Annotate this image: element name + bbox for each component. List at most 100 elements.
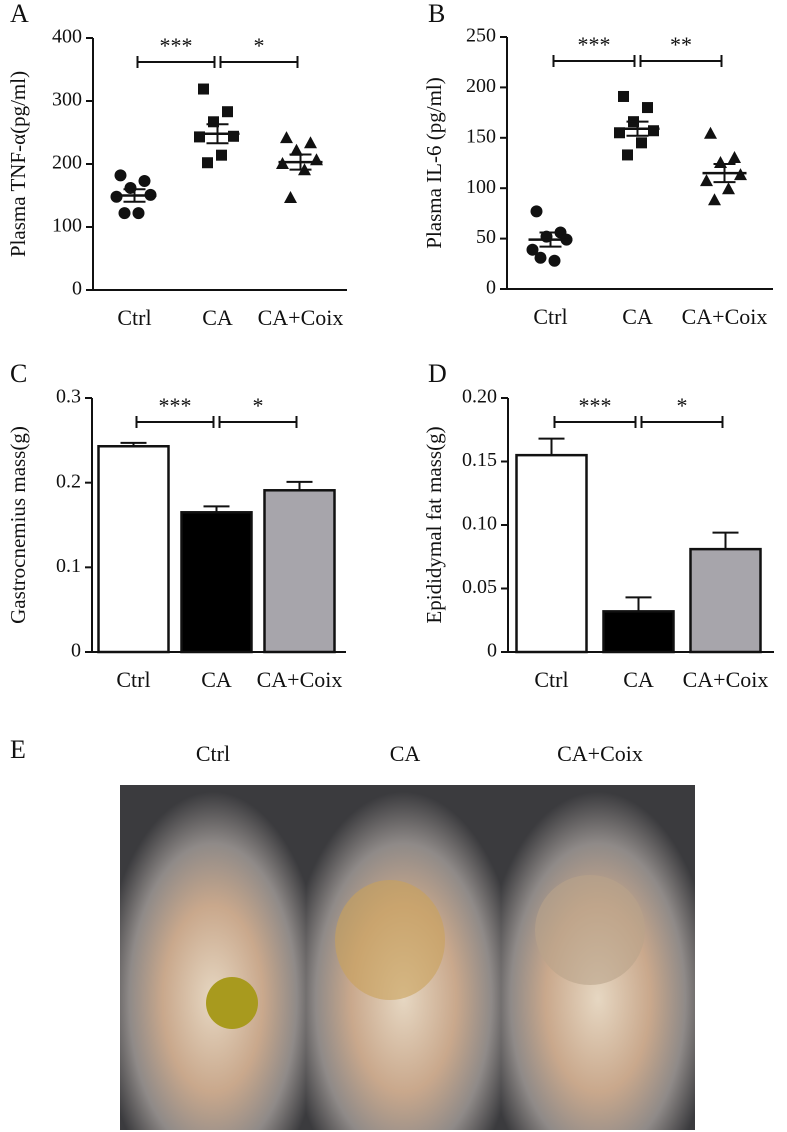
data-point <box>614 127 625 139</box>
data-point <box>708 193 721 206</box>
data-point <box>648 125 659 137</box>
y-tick-label: 400 <box>52 26 82 48</box>
data-point <box>704 126 717 139</box>
y-tick-label: 0.05 <box>462 576 497 598</box>
x-tick-label: CA+Coix <box>258 305 344 330</box>
significance-label: ** <box>670 32 692 57</box>
bar <box>689 547 762 654</box>
photo-caption: Ctrl <box>196 741 230 766</box>
y-tick-label: 0 <box>486 277 496 299</box>
y-axis-label: Epididymal fat mass(g) <box>422 426 446 623</box>
x-tick-label: CA <box>623 667 654 692</box>
data-point <box>700 174 713 187</box>
significance-label: * <box>254 33 265 58</box>
data-point <box>138 175 151 188</box>
significance-bracket <box>135 416 215 428</box>
y-tick-label: 50 <box>476 226 496 248</box>
data-point <box>636 137 647 149</box>
y-axis-label: Plasma IL-6 (pg/ml) <box>422 77 446 248</box>
data-point <box>304 136 317 149</box>
sem-bar <box>539 231 562 248</box>
y-tick-label: 0.20 <box>462 386 497 408</box>
y-tick-label: 0.10 <box>462 513 497 535</box>
photo-panel: E Ctrl CA CA+Coix <box>10 735 695 1130</box>
significance-label: *** <box>160 33 193 58</box>
bar <box>602 610 675 654</box>
y-tick-label: 0.3 <box>56 386 81 408</box>
data-point <box>290 143 303 156</box>
data-point <box>118 207 131 220</box>
data-point <box>526 243 539 256</box>
data-point <box>622 149 633 161</box>
data-point <box>722 182 735 195</box>
data-point <box>530 205 543 218</box>
y-tick-label: 300 <box>52 89 82 111</box>
data-point <box>198 83 209 95</box>
significance-bracket <box>136 56 216 68</box>
panel-label: B <box>428 0 445 28</box>
significance-bracket <box>552 55 636 67</box>
photo-detail <box>206 977 258 1029</box>
sem-bar <box>713 163 736 184</box>
panel-label: C <box>10 359 27 388</box>
bar <box>515 453 588 654</box>
data-point <box>216 149 227 161</box>
bar <box>263 489 336 654</box>
data-point <box>208 116 219 128</box>
photo <box>120 785 306 1130</box>
x-tick-label: Ctrl <box>533 304 567 329</box>
data-point <box>284 191 297 204</box>
sem-bar <box>626 120 649 137</box>
y-tick-label: 0.15 <box>462 449 497 471</box>
panel-label: D <box>428 359 447 388</box>
y-tick-label: 0 <box>71 640 81 662</box>
significance-label: * <box>253 393 264 418</box>
data-point <box>202 157 213 169</box>
y-tick-label: 200 <box>52 152 82 174</box>
data-point <box>132 207 145 220</box>
error-bar <box>625 596 652 612</box>
photo-detail <box>335 880 445 1000</box>
y-tick-label: 0 <box>487 640 497 662</box>
photo-detail <box>535 875 645 985</box>
x-tick-label: CA <box>202 305 233 330</box>
data-point <box>194 131 205 143</box>
y-tick-label: 200 <box>466 75 496 97</box>
significance-bracket <box>218 416 298 428</box>
data-point <box>280 131 293 144</box>
significance-bracket <box>219 56 299 68</box>
error-bar <box>538 437 565 456</box>
data-point <box>728 150 741 163</box>
x-tick-label: CA+Coix <box>257 667 343 692</box>
data-point <box>548 254 561 267</box>
sem-bar <box>289 153 312 171</box>
y-tick-label: 250 <box>466 25 496 47</box>
bar <box>180 511 253 654</box>
data-point <box>228 130 239 142</box>
y-tick-label: 100 <box>52 215 82 237</box>
y-tick-label: 100 <box>466 176 496 198</box>
x-tick-label: Ctrl <box>117 305 151 330</box>
x-tick-label: CA <box>201 667 232 692</box>
error-bar <box>712 531 739 550</box>
x-tick-label: Ctrl <box>534 667 568 692</box>
significance-bracket <box>553 416 637 428</box>
significance-label: *** <box>578 32 611 57</box>
significance-label: *** <box>159 393 192 418</box>
y-tick-label: 0.1 <box>56 555 81 577</box>
data-point <box>110 190 123 203</box>
y-tick-label: 0.2 <box>56 470 81 492</box>
y-tick-label: 150 <box>466 125 496 147</box>
data-point <box>618 90 629 102</box>
panel-label: A <box>10 0 29 28</box>
data-point <box>222 106 233 118</box>
y-axis-label: Plasma TNF-α(pg/ml) <box>6 71 30 257</box>
data-point <box>114 169 127 182</box>
y-tick-label: 0 <box>72 278 82 300</box>
sem-bar <box>123 188 146 203</box>
data-point <box>642 102 653 114</box>
photo-caption: CA <box>390 741 421 766</box>
bar <box>97 445 170 654</box>
sem-bar <box>206 123 229 145</box>
